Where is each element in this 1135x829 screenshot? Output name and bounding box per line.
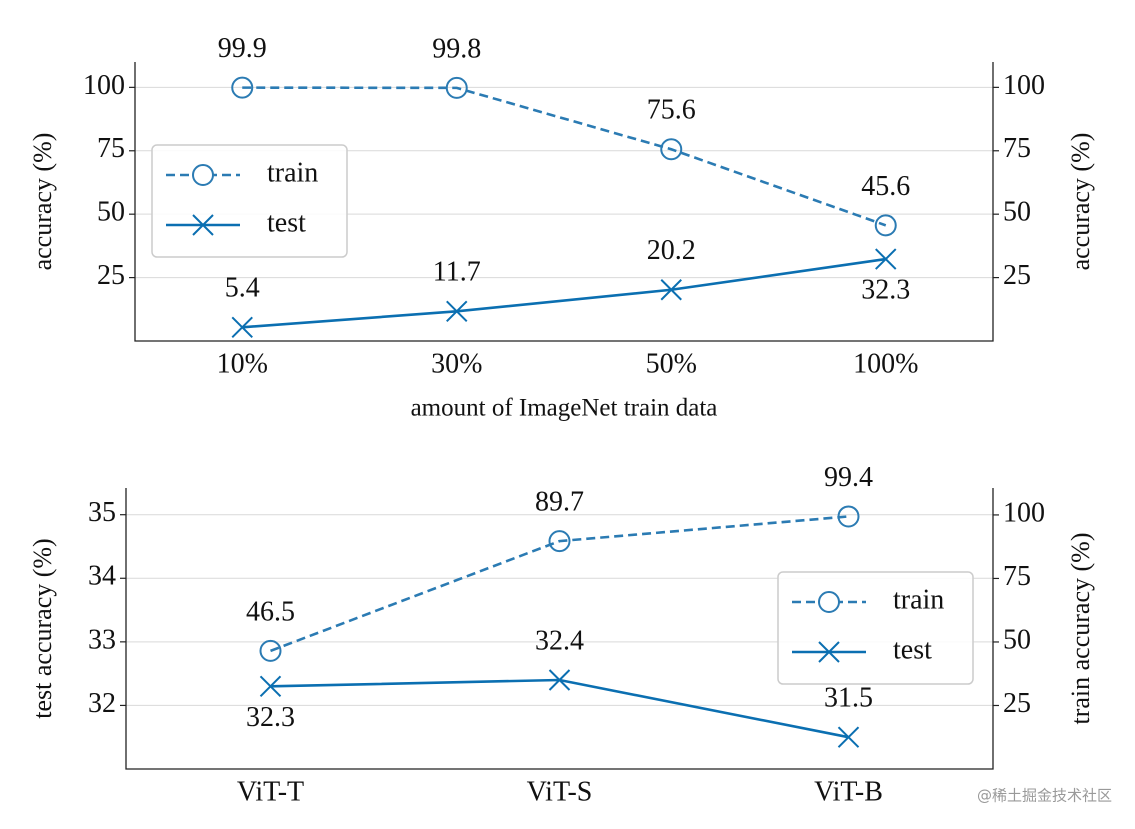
marker [445, 76, 468, 99]
data-label: 32.3 [861, 274, 910, 305]
marker [660, 279, 682, 301]
marker [660, 138, 683, 161]
y2-tick-label: 100 [1003, 497, 1045, 528]
y-tick-label: 33 [88, 624, 116, 655]
x-tick-label: ViT-S [527, 776, 593, 807]
marker [259, 675, 282, 698]
data-label: 31.5 [824, 683, 873, 714]
x-tick-label: ViT-B [814, 776, 883, 807]
x-tick-label: 50% [646, 348, 697, 379]
data-label: 99.8 [432, 33, 481, 64]
series-line [242, 86, 887, 227]
data-label: 32.4 [535, 625, 584, 656]
y2-axis-label: accuracy (%) [1066, 133, 1095, 271]
y2-tick-label: 25 [1003, 260, 1031, 291]
legend-label: test [893, 634, 932, 665]
legend-marker [818, 591, 840, 613]
x-axis-label: amount of ImageNet train data [411, 395, 718, 422]
y2-tick-label: 75 [1003, 561, 1031, 592]
data-label: 46.5 [246, 596, 295, 627]
y-tick-label: 35 [88, 497, 116, 528]
legend-label: test [267, 207, 306, 238]
x-tick-label: 10% [217, 348, 268, 379]
data-label: 32.3 [246, 702, 295, 733]
series-line [270, 678, 849, 739]
data-label: 99.4 [824, 462, 873, 493]
data-label: 99.9 [218, 33, 267, 64]
y-tick-label: 75 [97, 133, 125, 164]
x-tick-label: 30% [431, 348, 482, 379]
y2-tick-label: 50 [1003, 197, 1031, 228]
y-tick-label: 32 [88, 688, 116, 719]
legend-label: train [267, 157, 318, 188]
x-tick-label: ViT-T [237, 776, 304, 807]
data-label: 45.6 [861, 171, 910, 202]
data-label: 75.6 [647, 95, 696, 126]
data-label: 11.7 [433, 257, 481, 288]
data-label: 89.7 [535, 487, 584, 518]
series-line [242, 257, 886, 329]
y2-axis-label: train accuracy (%) [1066, 533, 1095, 725]
y-tick-label: 50 [97, 197, 125, 228]
y-tick-label: 100 [83, 70, 125, 101]
legend-label: train [893, 584, 944, 615]
legend-marker [818, 641, 840, 663]
marker [548, 530, 571, 553]
marker [875, 248, 897, 270]
y2-tick-label: 100 [1003, 70, 1045, 101]
marker [548, 669, 571, 691]
data-label: 5.4 [225, 273, 260, 304]
y2-tick-label: 75 [1003, 133, 1031, 164]
y-axis-label: test accuracy (%) [28, 538, 57, 718]
legend-marker [192, 214, 214, 236]
axis-spines [125, 488, 994, 770]
marker [446, 300, 468, 323]
series-line [270, 515, 849, 653]
marker [837, 726, 860, 748]
y-tick-label: 34 [88, 561, 116, 592]
marker [837, 505, 860, 528]
watermark: @稀土掘金技术社区 [977, 787, 1112, 805]
marker [231, 76, 254, 99]
x-tick-label: 100% [853, 348, 918, 379]
y-axis-label: accuracy (%) [28, 133, 57, 271]
y2-tick-label: 50 [1003, 624, 1031, 655]
data-label: 20.2 [647, 235, 696, 266]
axis-spines [134, 62, 994, 342]
marker [874, 214, 897, 237]
legend-marker [192, 164, 214, 186]
marker [259, 639, 282, 662]
y-tick-label: 25 [97, 260, 125, 291]
y2-tick-label: 25 [1003, 688, 1031, 719]
marker [231, 316, 253, 339]
